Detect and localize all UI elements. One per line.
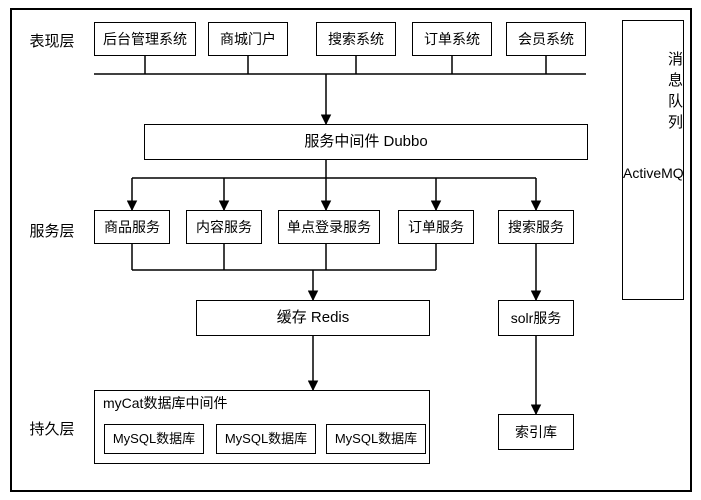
node-mysql3: MySQL数据库: [326, 424, 426, 454]
node-order-svc: 订单服务: [398, 210, 474, 244]
node-search-svc: 搜索服务: [498, 210, 574, 244]
mycat-label: myCat数据库中间件: [103, 395, 227, 412]
node-admin: 后台管理系统: [94, 22, 196, 56]
mq-product: ActiveMQ: [623, 165, 683, 182]
node-sso: 单点登录服务: [278, 210, 380, 244]
mq-title: 消息队列: [623, 51, 683, 135]
node-member: 会员系统: [506, 22, 586, 56]
node-search: 搜索系统: [316, 22, 396, 56]
node-goods: 商品服务: [94, 210, 170, 244]
layer-label-persistence: 持久层: [22, 414, 82, 442]
layer-label-presentation: 表现层: [22, 26, 82, 54]
node-order: 订单系统: [412, 22, 492, 56]
node-content: 内容服务: [186, 210, 262, 244]
node-mysql2: MySQL数据库: [216, 424, 316, 454]
node-dubbo: 服务中间件 Dubbo: [144, 124, 588, 160]
mq-panel: 消息队列 ActiveMQ: [622, 20, 684, 300]
node-portal: 商城门户: [208, 22, 288, 56]
node-redis: 缓存 Redis: [196, 300, 430, 336]
node-index: 索引库: [498, 414, 574, 450]
node-mysql1: MySQL数据库: [104, 424, 204, 454]
layer-label-service: 服务层: [22, 216, 82, 244]
node-solr: solr服务: [498, 300, 574, 336]
diagram-canvas: 表现层 服务层 持久层 消息队列 ActiveMQ 后台管理系统 商城门户 搜索…: [0, 0, 701, 500]
